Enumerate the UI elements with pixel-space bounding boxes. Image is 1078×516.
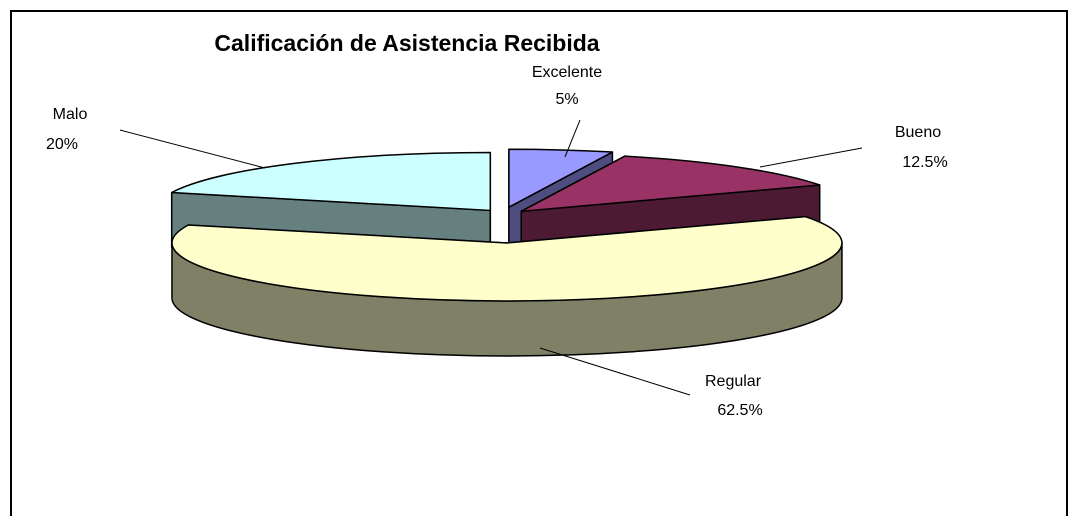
value-label: 5% [555,91,578,108]
value-label: 62.5% [717,402,762,419]
slice-label: Excelente [532,64,602,81]
value-label: 12.5% [902,154,947,171]
value-label: 20% [46,136,78,153]
slice [171,215,843,302]
leader-line [539,347,691,396]
leader-line [119,129,266,169]
chart-frame [10,10,1068,516]
slice-label: Malo [53,106,88,123]
slice [170,151,492,212]
chart-title: Calificación de Asistencia Recibida [214,30,599,56]
slice-label: Regular [705,373,762,390]
slice [508,148,614,208]
leader-line [759,147,863,168]
slice-label: Bueno [895,124,941,141]
leader-line [564,119,581,158]
slice [520,155,821,213]
